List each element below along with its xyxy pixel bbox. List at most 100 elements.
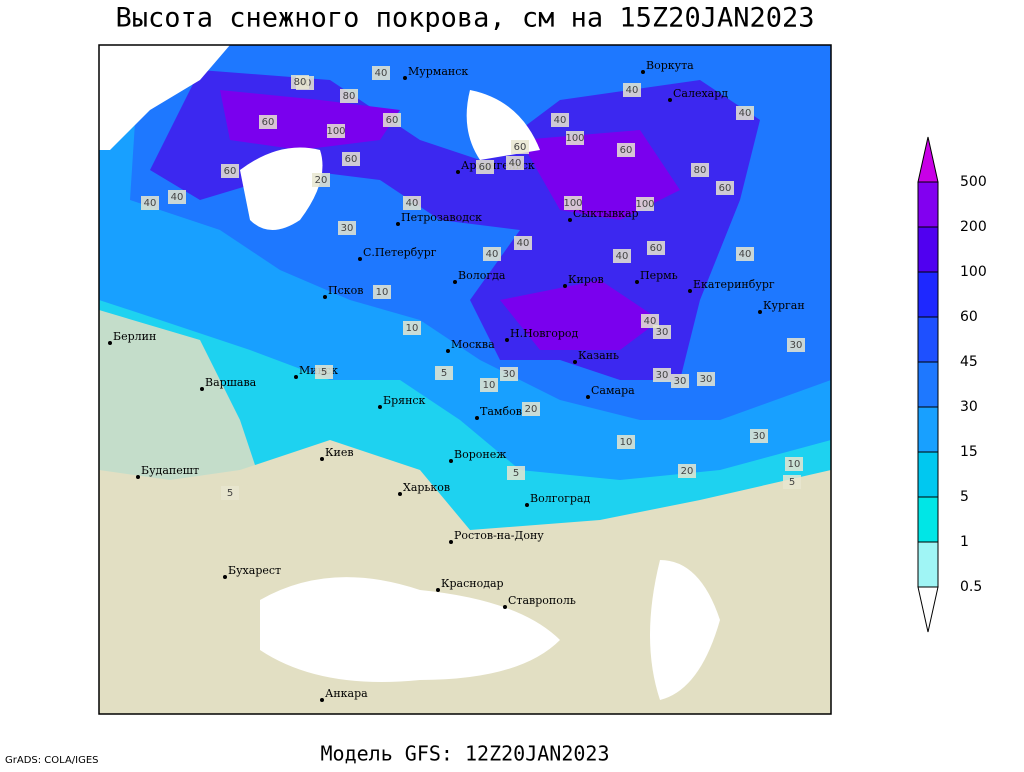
contour-label-box bbox=[636, 197, 654, 211]
city-dot bbox=[635, 280, 639, 284]
city-dot bbox=[398, 492, 402, 496]
contour-label-box bbox=[522, 402, 540, 416]
contour-label: 60 bbox=[224, 166, 237, 177]
contour-label-box bbox=[476, 160, 494, 174]
city-label: Харьков bbox=[403, 481, 450, 494]
contour-label-box bbox=[736, 106, 754, 120]
city-label: Воркута bbox=[646, 59, 694, 72]
contour-label-box bbox=[480, 378, 498, 392]
contour-label-box bbox=[647, 241, 665, 255]
contour-label-box bbox=[617, 143, 635, 157]
contour-label-box bbox=[566, 131, 584, 145]
contour-label-box bbox=[716, 181, 734, 195]
contour-label: 80 bbox=[343, 91, 356, 102]
contour-label: 30 bbox=[503, 369, 516, 380]
contour-label: 80 bbox=[294, 77, 307, 88]
city-dot bbox=[223, 575, 227, 579]
contour-label-box bbox=[691, 163, 709, 177]
contour-label: 30 bbox=[674, 376, 687, 387]
contour-label: 80 bbox=[694, 165, 707, 176]
legend-label: 15 bbox=[960, 444, 978, 460]
contour-label: 40 bbox=[616, 251, 629, 262]
city-dot bbox=[396, 222, 400, 226]
legend-label: 100 bbox=[960, 264, 987, 280]
contour-label: 40 bbox=[739, 108, 752, 119]
city-label: Москва bbox=[451, 338, 495, 351]
contour-label-box bbox=[338, 221, 356, 235]
contour-label: 20 bbox=[681, 466, 694, 477]
contour-label-box bbox=[514, 236, 532, 250]
contour-label: 40 bbox=[739, 249, 752, 260]
contour-label-box bbox=[483, 247, 501, 261]
city-label: Ставрополь bbox=[508, 594, 576, 607]
contour-label: 40 bbox=[509, 158, 522, 169]
contour-label-box bbox=[623, 83, 641, 97]
legend-label: 500 bbox=[960, 174, 987, 190]
city-label: Анкара bbox=[325, 687, 368, 700]
contour-label-box bbox=[221, 486, 239, 500]
contour-label: 100 bbox=[563, 198, 582, 209]
city-label: Ростов-на-Дону bbox=[454, 529, 544, 542]
contour-label: 30 bbox=[790, 340, 803, 351]
contour-label: 100 bbox=[635, 199, 654, 210]
contour-label: 60 bbox=[514, 142, 527, 153]
city-label: Мурманск bbox=[408, 65, 468, 78]
legend-label: 200 bbox=[960, 219, 987, 235]
city-label: Киров bbox=[568, 273, 604, 286]
contour-label: 40 bbox=[406, 198, 419, 209]
legend-swatch bbox=[917, 316, 939, 363]
contour-label-box bbox=[697, 372, 715, 386]
city-dot bbox=[108, 341, 112, 345]
city-label: Тамбов bbox=[480, 405, 522, 418]
contour-label: 5 bbox=[441, 368, 447, 379]
city-label: Екатеринбург bbox=[693, 278, 775, 291]
contour-label-box bbox=[312, 173, 330, 187]
city-label: Салехард bbox=[673, 87, 728, 100]
contour-label: 20 bbox=[315, 175, 328, 186]
contour-label: 60 bbox=[386, 115, 399, 126]
city-dot bbox=[586, 395, 590, 399]
legend-label: 45 bbox=[960, 354, 978, 370]
contour-label: 60 bbox=[262, 117, 275, 128]
contour-label: 10 bbox=[620, 437, 633, 448]
legend-swatch bbox=[917, 181, 939, 228]
contour-label: 20 bbox=[525, 404, 538, 415]
contour-label: 10 bbox=[788, 459, 801, 470]
legend-swatch bbox=[917, 541, 939, 588]
contour-label: 40 bbox=[517, 238, 530, 249]
legend-swatch bbox=[917, 406, 939, 453]
contour-label: 30 bbox=[341, 223, 354, 234]
contour-label-box bbox=[373, 285, 391, 299]
legend-label: 1 bbox=[960, 534, 969, 550]
contour-label-box bbox=[511, 140, 529, 154]
city-dot bbox=[294, 375, 298, 379]
city-dot bbox=[446, 349, 450, 353]
contour-label: 60 bbox=[650, 243, 663, 254]
contour-label-box bbox=[383, 113, 401, 127]
contour-label-box bbox=[500, 367, 518, 381]
contour-label-box bbox=[221, 164, 239, 178]
city-label: Казань bbox=[578, 349, 619, 362]
contour-label-box bbox=[653, 368, 671, 382]
contour-label: 30 bbox=[700, 374, 713, 385]
contour-label-box bbox=[315, 365, 333, 379]
city-dot bbox=[320, 698, 324, 702]
city-dot bbox=[320, 457, 324, 461]
city-dot bbox=[563, 284, 567, 288]
contour-labels: 40 40 80 60 100 60 60 60 20 40 40 40 60 100 60 40 80 60 40… bbox=[141, 66, 805, 500]
contour-label: 5 bbox=[513, 468, 519, 479]
contour-label: 60 bbox=[719, 183, 732, 194]
contour-label: 40 bbox=[144, 198, 157, 209]
city-dot bbox=[378, 405, 382, 409]
city-dot bbox=[456, 170, 460, 174]
city-label: Курган bbox=[763, 299, 805, 312]
city-dot bbox=[668, 98, 672, 102]
contour-label-box bbox=[564, 196, 582, 210]
contour-label: 40 bbox=[486, 249, 499, 260]
contour-label-box bbox=[372, 66, 390, 80]
contour-label-box bbox=[653, 325, 671, 339]
city-label: Будапешт bbox=[141, 464, 199, 477]
city-label: Киев bbox=[325, 446, 354, 459]
contour-label: 10 bbox=[406, 323, 419, 334]
